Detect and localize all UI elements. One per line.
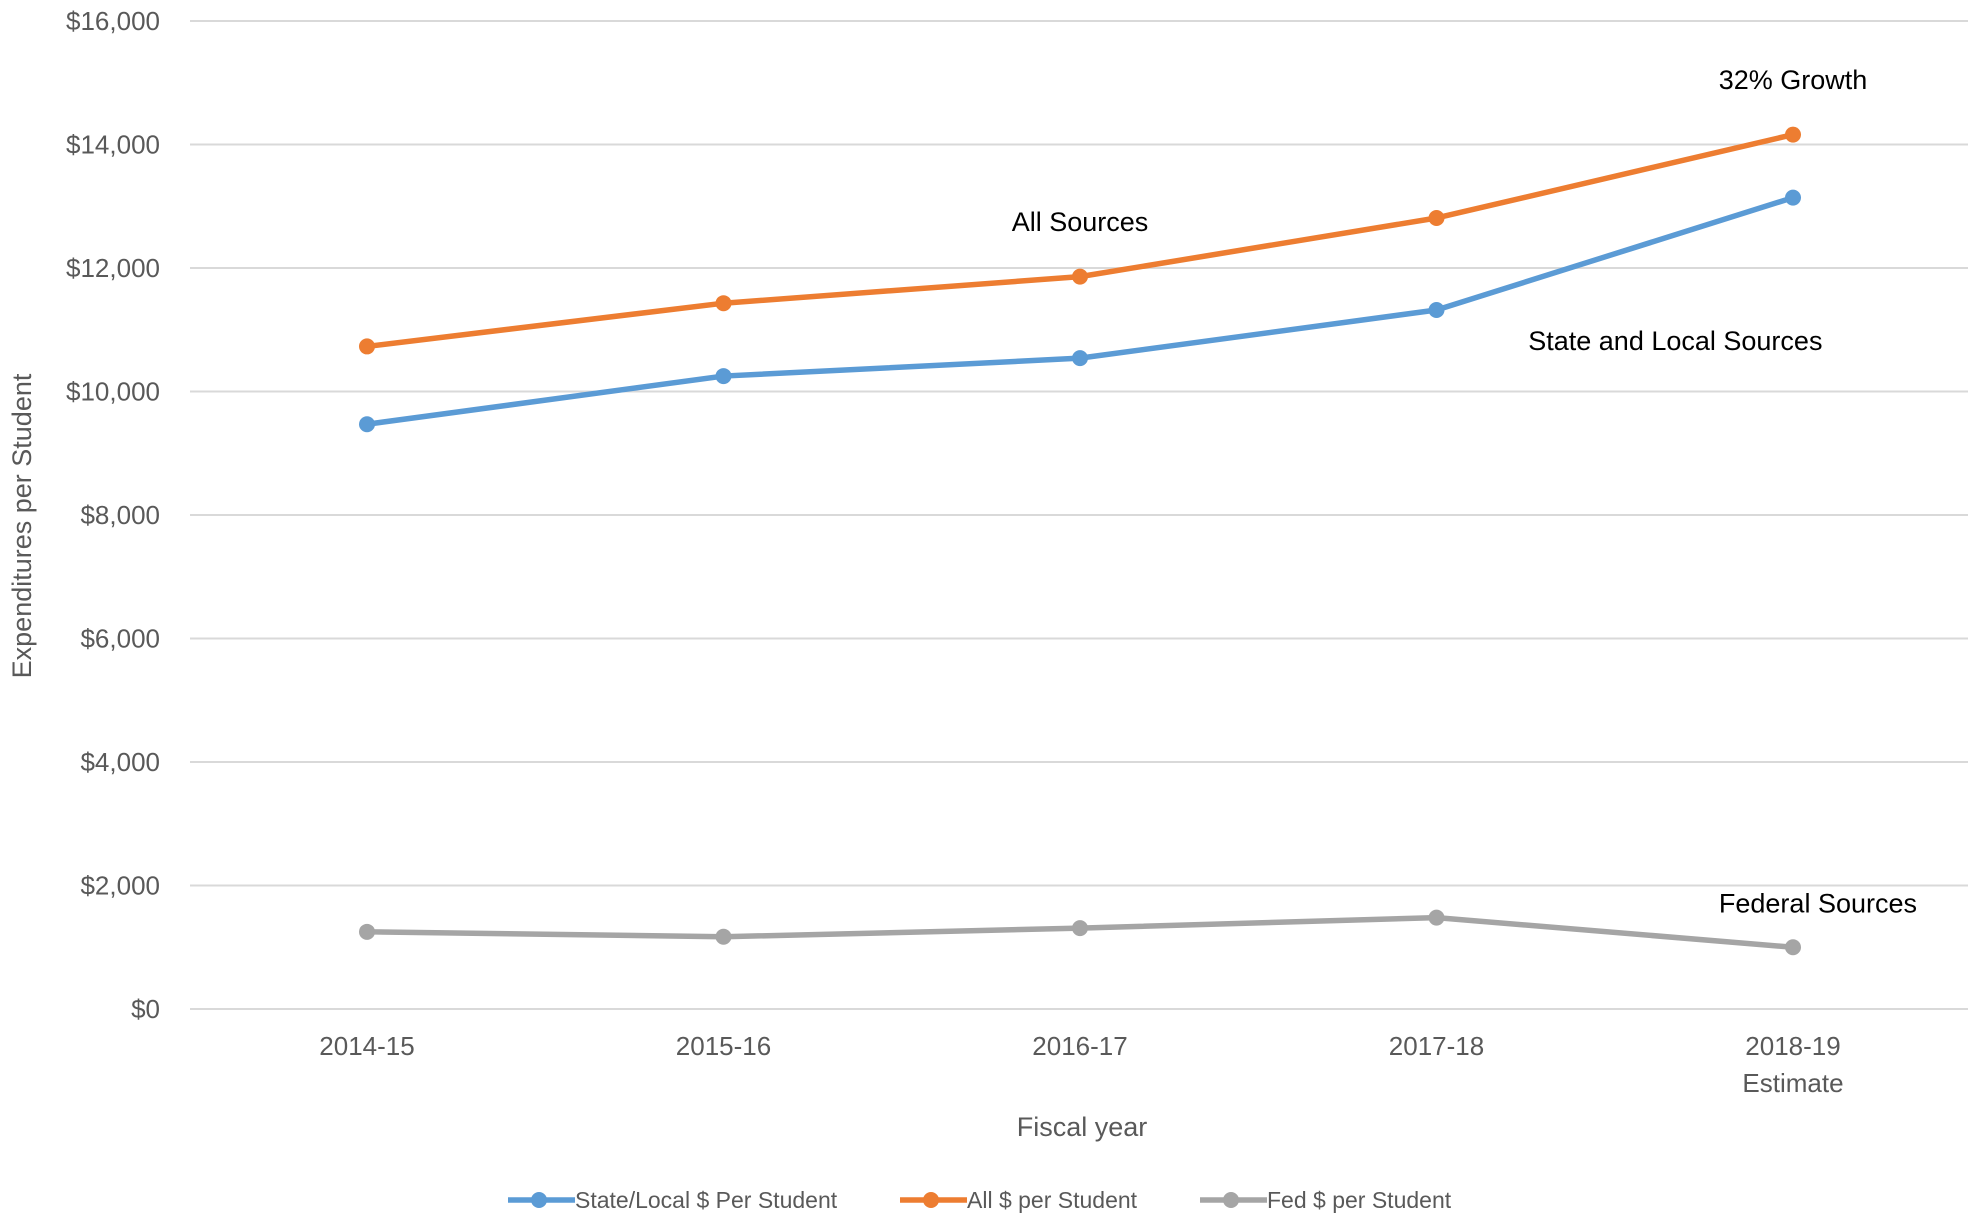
data-point — [715, 295, 732, 312]
data-point — [1428, 301, 1445, 318]
series-group — [359, 126, 1801, 956]
legend-label: Fed $ per Student — [1267, 1187, 1452, 1213]
y-tick-label: $14,000 — [66, 130, 160, 160]
data-point — [1072, 268, 1088, 285]
data-point — [1428, 209, 1445, 226]
data-point — [1072, 350, 1088, 367]
x-tick-label: 2016-17 — [1032, 1031, 1127, 1061]
data-point — [1785, 126, 1801, 143]
legend-swatch-marker — [531, 1192, 547, 1208]
x-tick-label: 2015-16 — [676, 1031, 771, 1061]
data-point — [1428, 909, 1445, 926]
x-tick-label: 2017-18 — [1389, 1031, 1484, 1061]
data-point — [1785, 189, 1801, 206]
legend-item: All $ per Student — [900, 1187, 1138, 1213]
y-tick-label: $6,000 — [80, 624, 160, 654]
legend-label: State/Local $ Per Student — [575, 1187, 838, 1213]
legend-swatch-marker — [923, 1192, 939, 1208]
annotation-label: All Sources — [1012, 207, 1149, 237]
y-axis-title: Expenditures per Student — [7, 373, 37, 678]
y-tick-label: $0 — [131, 994, 160, 1024]
y-tick-label: $4,000 — [80, 747, 160, 777]
x-axis-title: Fiscal year — [1017, 1112, 1148, 1142]
legend: State/Local $ Per Student All $ per Stude… — [508, 1187, 1452, 1213]
y-tick-label: $10,000 — [66, 377, 160, 407]
series-0 — [359, 189, 1801, 433]
annotation-label: Federal Sources — [1719, 889, 1917, 919]
y-tick-label: $16,000 — [66, 6, 160, 36]
x-tick-label: 2018-19 — [1745, 1031, 1840, 1061]
series-line — [364, 131, 1796, 350]
data-point — [1072, 920, 1088, 937]
x-tick-label: 2014-15 — [319, 1031, 414, 1061]
annotation-label: 32% Growth — [1719, 65, 1868, 95]
annotation-label: State and Local Sources — [1528, 326, 1822, 356]
y-tick-label: $12,000 — [66, 253, 160, 283]
y-tick-label: $8,000 — [80, 500, 160, 530]
data-point — [715, 368, 732, 385]
gridlines — [190, 20, 1968, 1010]
series-2 — [359, 909, 1801, 956]
x-tick-label: Estimate — [1742, 1068, 1843, 1098]
data-point — [359, 416, 375, 433]
y-tick-label: $2,000 — [80, 871, 160, 901]
series-1 — [359, 126, 1801, 355]
y-axis-ticks: $0 $2,000 $4,000 $6,000 $8,000 $10,000 $12,000… — [66, 6, 160, 1024]
legend-swatch-marker — [1223, 1192, 1239, 1208]
data-point — [715, 928, 732, 945]
data-point — [359, 923, 375, 940]
x-axis-ticks: 2014-15 2015-16 2016-17 2017-18 2018-19 Estim… — [319, 1031, 1843, 1098]
annotations: 32% Growth All Sources State and Local Sou… — [1012, 65, 1917, 919]
data-point — [1785, 939, 1801, 956]
legend-item: Fed $ per Student — [1200, 1187, 1452, 1213]
legend-item: State/Local $ Per Student — [508, 1187, 838, 1213]
data-point — [359, 338, 375, 355]
legend-label: All $ per Student — [967, 1187, 1138, 1213]
